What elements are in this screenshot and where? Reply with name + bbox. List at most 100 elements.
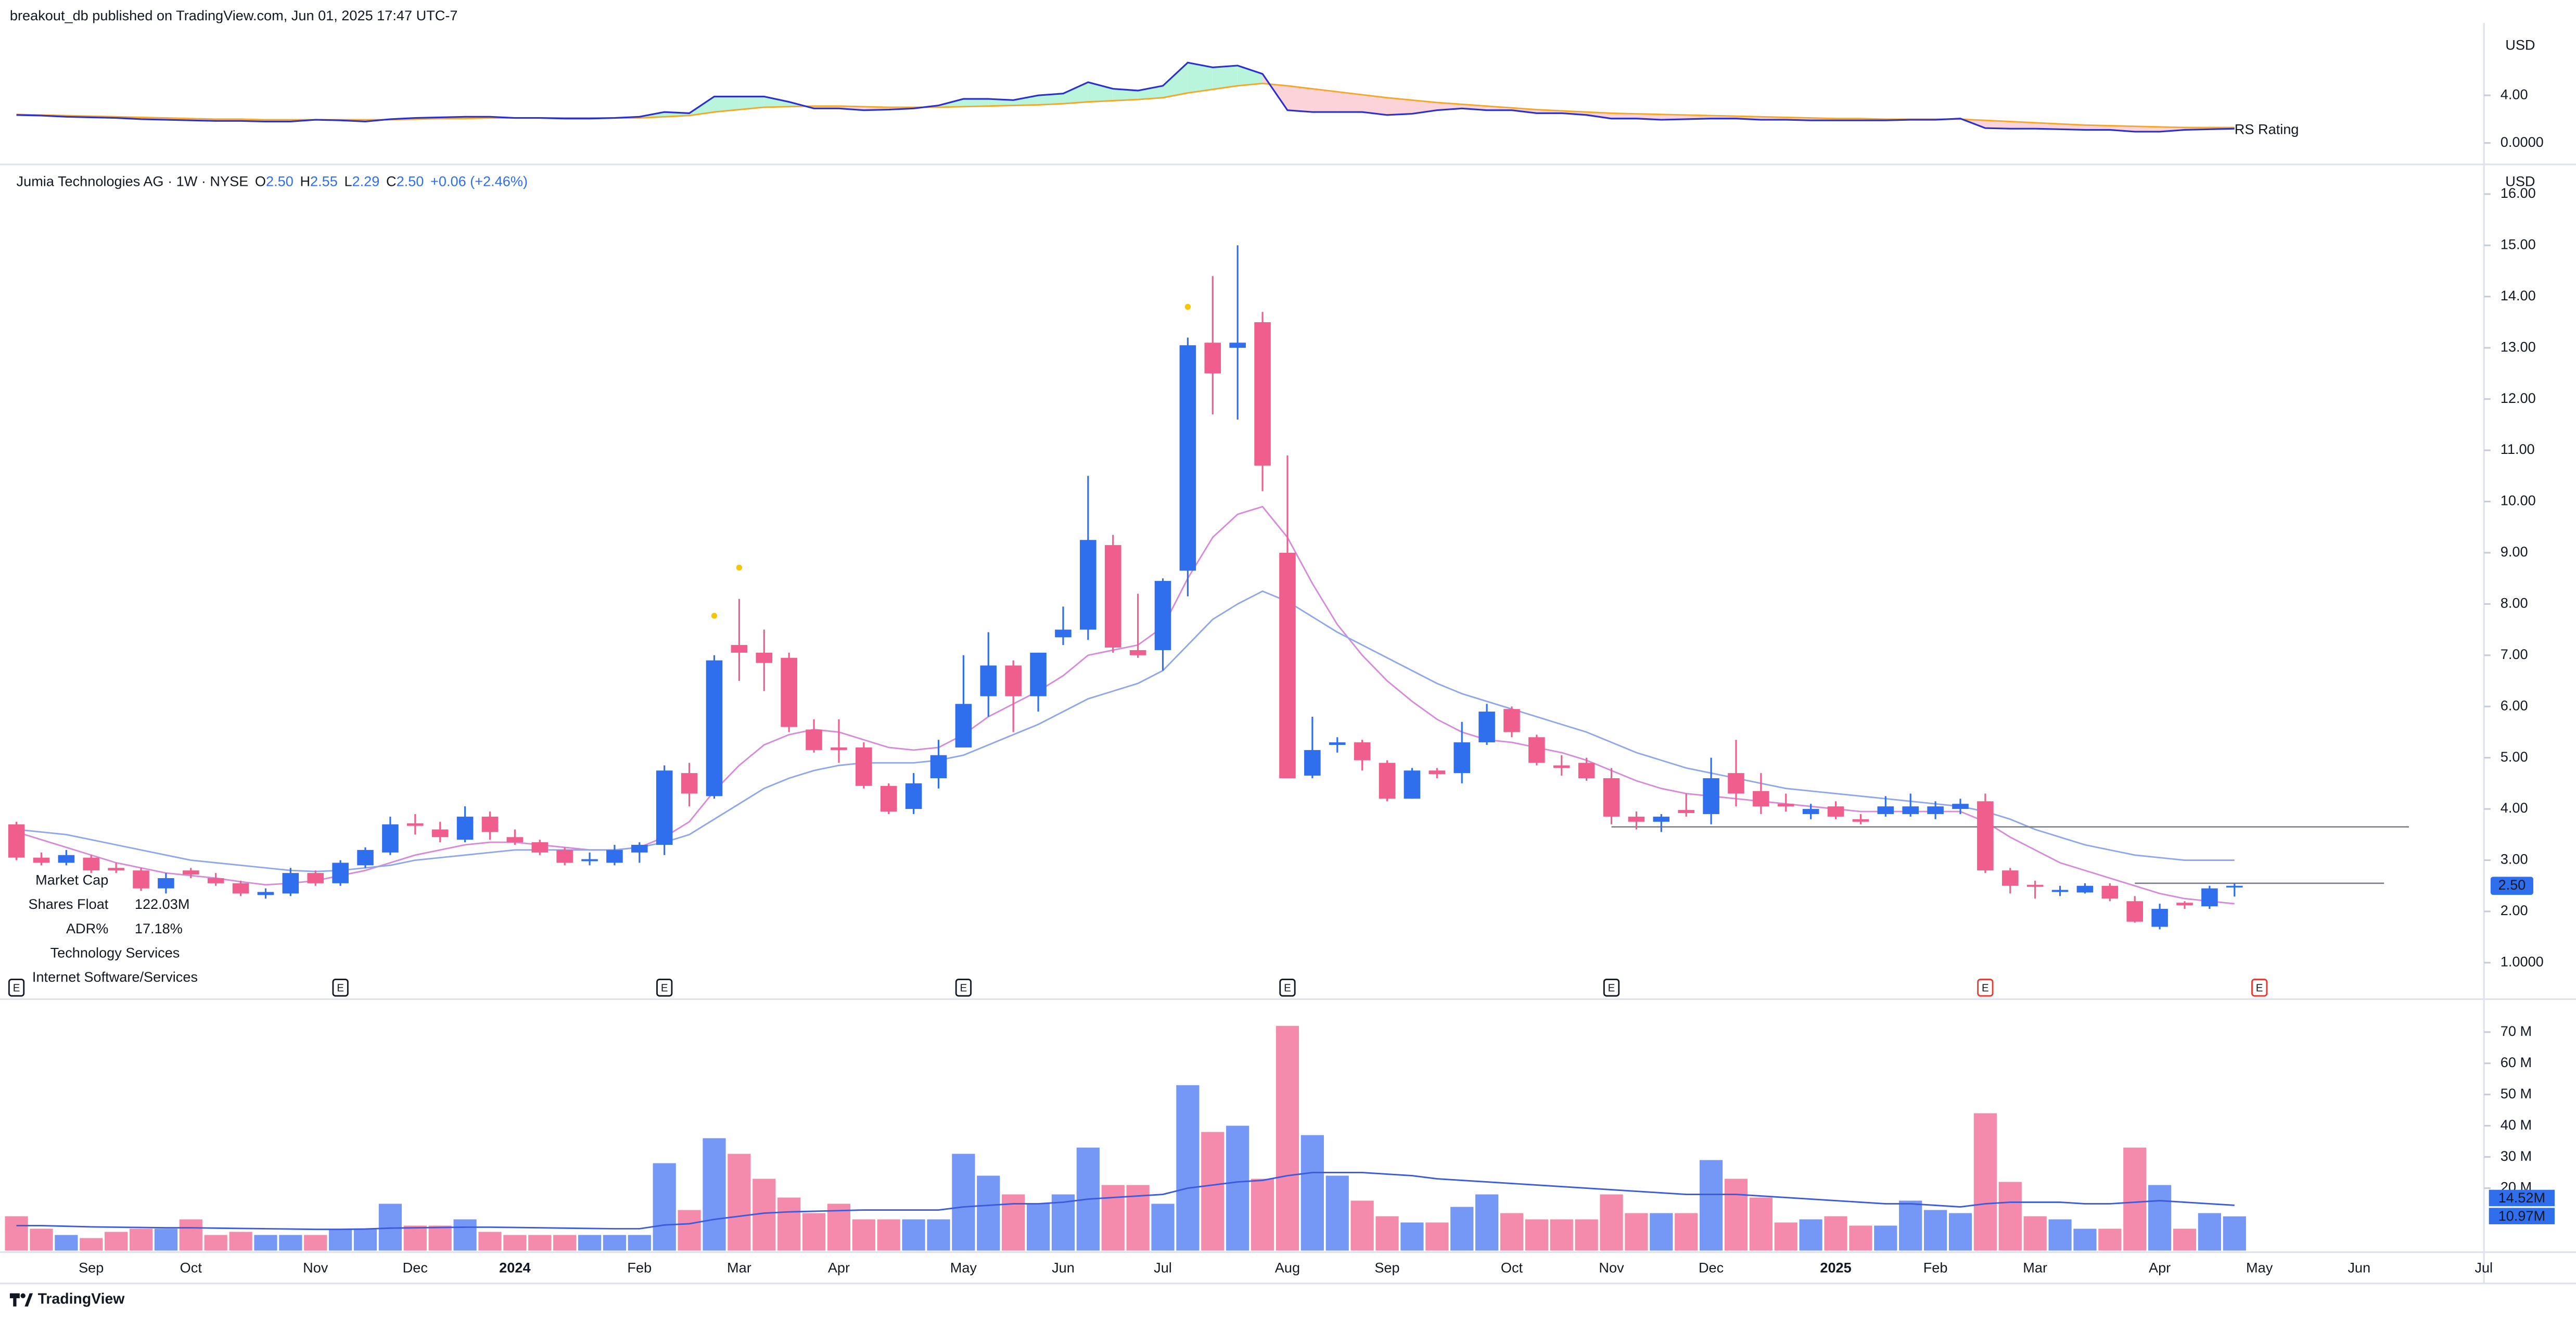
candle-body bbox=[1653, 816, 1670, 822]
candle-body bbox=[158, 878, 174, 889]
candle-body bbox=[631, 844, 648, 853]
volume-bar bbox=[1226, 1125, 1249, 1251]
volume-bar bbox=[1699, 1160, 1723, 1251]
candle-body bbox=[1329, 742, 1346, 745]
y-tick-label: 1.0000 bbox=[2501, 954, 2544, 970]
rs-fill bbox=[1337, 92, 1362, 112]
volume-bar bbox=[5, 1216, 28, 1251]
rs-fill bbox=[1287, 85, 1312, 112]
candle-body bbox=[2126, 901, 2144, 922]
volume-bar bbox=[204, 1235, 227, 1251]
candle-body bbox=[1877, 806, 1894, 814]
candle-body bbox=[357, 850, 374, 866]
candle-body bbox=[606, 850, 623, 863]
ohlc-key: H bbox=[300, 173, 310, 189]
volume-bar bbox=[877, 1219, 900, 1251]
candle-body bbox=[506, 837, 524, 843]
rs-fill bbox=[1238, 65, 1263, 86]
volume-bar bbox=[2023, 1216, 2047, 1251]
candle-body bbox=[1553, 765, 1570, 768]
rs-line bbox=[16, 61, 2235, 133]
candle-body bbox=[1104, 545, 1121, 648]
volume-bar bbox=[1176, 1085, 1200, 1251]
volume-bar bbox=[329, 1228, 352, 1251]
candle-body bbox=[880, 785, 897, 812]
volume-bar bbox=[1400, 1222, 1424, 1251]
y-tick-label: 10.00 bbox=[2501, 492, 2536, 509]
volume-bar bbox=[1675, 1213, 1698, 1251]
rs-fill bbox=[1138, 85, 1163, 100]
earnings-box bbox=[1977, 979, 1994, 997]
volume-bar bbox=[1002, 1194, 1025, 1251]
volume-bar bbox=[852, 1219, 875, 1251]
y-tick-label: 7.00 bbox=[2501, 646, 2528, 662]
volume-bar bbox=[1923, 1210, 1947, 1251]
volume-bar bbox=[1475, 1194, 1499, 1251]
x-tick-label: Apr bbox=[828, 1259, 850, 1275]
y-tick-label: 6.00 bbox=[2501, 697, 2528, 713]
rs-fill bbox=[1387, 97, 1412, 115]
volume-bar bbox=[304, 1235, 327, 1251]
y-tick-label: 16.00 bbox=[2501, 185, 2536, 201]
volume-bar bbox=[1749, 1197, 1772, 1251]
volume-bar bbox=[154, 1228, 178, 1251]
candle-body bbox=[382, 824, 399, 853]
price-label: 2.50 bbox=[2498, 877, 2526, 893]
volume-bar bbox=[2148, 1185, 2172, 1251]
candle-body bbox=[1678, 810, 1694, 813]
candle-body bbox=[1478, 712, 1495, 743]
rs-fill bbox=[1213, 65, 1238, 90]
volume-bar bbox=[1525, 1219, 1548, 1251]
earnings-box bbox=[656, 979, 673, 997]
volume-bar bbox=[927, 1219, 950, 1251]
y-tick-label: 12.00 bbox=[2501, 390, 2536, 406]
rs-fill bbox=[2135, 126, 2160, 132]
volume-bar bbox=[1874, 1225, 1897, 1251]
volume-bar bbox=[229, 1232, 252, 1251]
candle-body bbox=[183, 870, 199, 875]
x-tick-label: Apr bbox=[2149, 1259, 2171, 1275]
volume-bar bbox=[952, 1154, 975, 1251]
y-tick-label: 14.00 bbox=[2501, 287, 2536, 303]
x-tick-label: May bbox=[950, 1259, 977, 1275]
candle-body bbox=[2176, 903, 2193, 906]
rs-fill bbox=[988, 99, 1014, 106]
candle-body bbox=[1055, 629, 1072, 638]
candle-body bbox=[332, 863, 349, 883]
candle-body bbox=[407, 823, 424, 826]
y-tick-label: 3.00 bbox=[2501, 851, 2528, 867]
candle-body bbox=[1628, 816, 1645, 822]
candle-body bbox=[1279, 552, 1296, 779]
volume-bar bbox=[578, 1235, 602, 1251]
candle-body bbox=[1703, 778, 1719, 814]
candle-body bbox=[1802, 809, 1819, 814]
volume-ma-box bbox=[2489, 1189, 2555, 1207]
rs-fill bbox=[1038, 93, 1063, 105]
volume-bar bbox=[678, 1210, 701, 1251]
info-label: ADR% bbox=[66, 920, 108, 936]
volume-bar bbox=[279, 1235, 302, 1251]
x-tick-label: Nov bbox=[303, 1259, 328, 1275]
info-value: 122.03M bbox=[135, 896, 190, 912]
volume-bar bbox=[2048, 1219, 2072, 1251]
volume-bar bbox=[977, 1175, 1000, 1251]
candle-body bbox=[930, 755, 947, 779]
logo-part bbox=[13, 1298, 17, 1307]
candle-body bbox=[980, 665, 997, 696]
footer-brand: TradingView bbox=[38, 1291, 125, 1308]
volume-bar bbox=[2073, 1228, 2097, 1251]
earnings-label: E bbox=[1982, 982, 1989, 994]
x-tick-label: Jul bbox=[2475, 1259, 2493, 1275]
volume-bar bbox=[1300, 1135, 1324, 1251]
y-tick-label: 8.00 bbox=[2501, 595, 2528, 611]
candle-body bbox=[133, 870, 149, 889]
x-tick-label: Oct bbox=[1501, 1259, 1523, 1275]
volume-bar bbox=[1849, 1225, 1872, 1251]
volume-bar bbox=[1550, 1219, 1573, 1251]
symbol-header: Jumia Technologies AG · 1W · NYSE O2.50 H2… bbox=[17, 173, 528, 189]
rs-fill bbox=[1188, 62, 1213, 93]
volume-bar bbox=[1774, 1222, 1797, 1251]
earnings-box bbox=[1279, 979, 1296, 997]
earnings-label: E bbox=[2256, 982, 2263, 994]
volume-bar bbox=[802, 1213, 826, 1251]
